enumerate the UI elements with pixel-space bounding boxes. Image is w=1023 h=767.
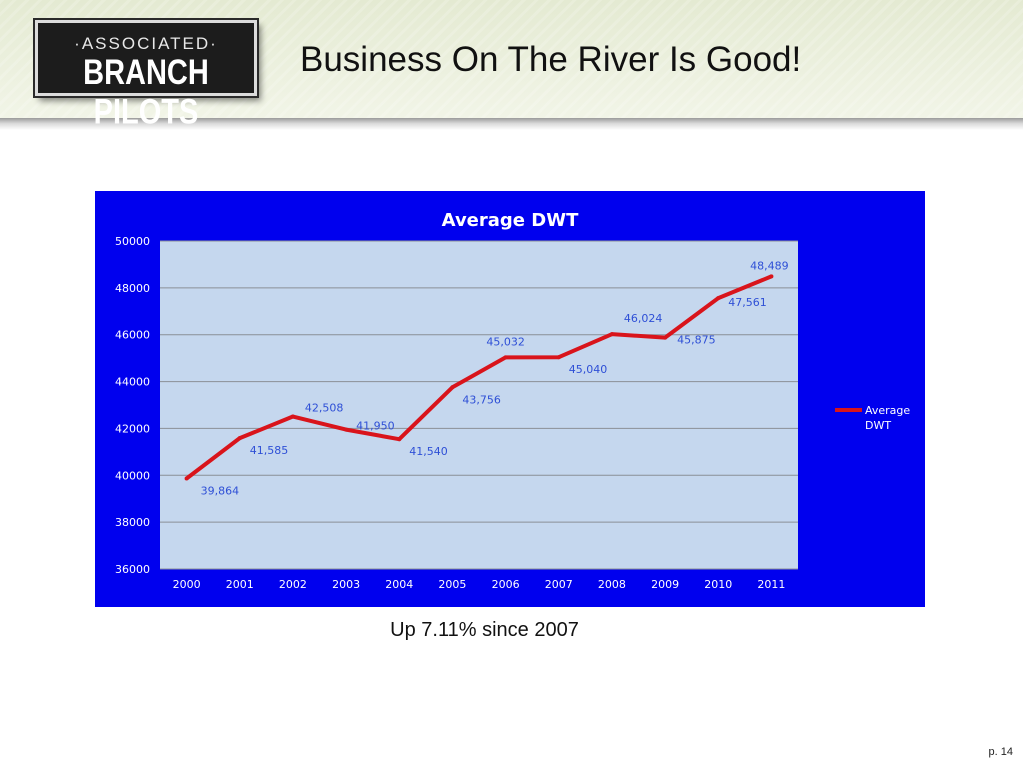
y-tick-label: 50000 xyxy=(115,235,150,248)
data-point xyxy=(450,385,455,390)
y-tick-label: 40000 xyxy=(115,469,150,482)
y-tick-label: 48000 xyxy=(115,282,150,295)
data-label: 45,032 xyxy=(486,335,525,348)
x-tick-label: 2009 xyxy=(651,578,679,591)
y-tick-label: 46000 xyxy=(115,329,150,342)
data-label: 41,950 xyxy=(356,420,395,433)
data-label: 46,024 xyxy=(624,312,663,325)
x-tick-label: 2010 xyxy=(704,578,732,591)
x-tick-label: 2008 xyxy=(598,578,626,591)
company-logo: ·ASSOCIATED· BRANCH PILOTS xyxy=(35,20,257,132)
data-label: 42,508 xyxy=(305,402,344,415)
average-dwt-chart: 36000 38000 40000 42000 44000 46000 48000 50000… xyxy=(95,191,925,607)
legend-label-line1: Average xyxy=(865,404,910,417)
x-tick-label: 2001 xyxy=(226,578,254,591)
x-tick-label: 2007 xyxy=(545,578,573,591)
x-tick-label: 2000 xyxy=(173,578,201,591)
data-point xyxy=(556,355,561,360)
y-tick-label: 44000 xyxy=(115,376,150,389)
data-point xyxy=(184,476,189,481)
data-point xyxy=(397,437,402,442)
y-tick-label: 42000 xyxy=(115,422,150,435)
growth-caption: Up 7.11% since 2007 xyxy=(0,619,1023,642)
logo-bottom-text: BRANCH PILOTS xyxy=(83,54,209,132)
data-labels: 39,864 41,585 42,508 41,950 41,540 43,756 45,0… xyxy=(201,259,789,497)
legend-label-line2: DWT xyxy=(865,419,891,432)
growth-caption-text: Up 7.11% since 2007 xyxy=(390,619,579,641)
data-point xyxy=(663,335,668,340)
data-point xyxy=(769,274,774,279)
data-point xyxy=(237,436,242,441)
y-axis-ticks: 36000 38000 40000 42000 44000 46000 48000 50000 xyxy=(115,235,150,576)
data-point xyxy=(716,296,721,301)
data-point xyxy=(290,414,295,419)
y-tick-label: 38000 xyxy=(115,516,150,529)
slide-title: Business On The River Is Good! xyxy=(300,40,802,79)
data-points xyxy=(184,274,774,481)
data-label: 41,540 xyxy=(409,445,448,458)
data-point xyxy=(344,427,349,432)
x-tick-label: 2004 xyxy=(385,578,413,591)
data-label: 45,875 xyxy=(677,334,716,347)
data-label: 48,489 xyxy=(750,259,789,272)
data-label: 41,585 xyxy=(250,444,289,457)
logo-top-text: ·ASSOCIATED· xyxy=(74,34,218,53)
x-tick-label: 2011 xyxy=(757,578,785,591)
page-number: p. 14 xyxy=(988,746,1013,758)
data-label: 47,561 xyxy=(728,296,767,309)
y-tick-label: 36000 xyxy=(115,563,150,576)
data-label: 45,040 xyxy=(569,363,608,376)
header-divider xyxy=(0,118,1023,130)
data-point xyxy=(609,332,614,337)
data-label: 39,864 xyxy=(201,484,240,497)
average-dwt-line xyxy=(185,274,773,481)
data-point xyxy=(503,355,508,360)
chart-title: Average DWT xyxy=(442,210,579,231)
legend: Average DWT xyxy=(835,404,910,432)
plot-area xyxy=(160,241,798,569)
x-axis-ticks: 2000 2001 2002 2003 2004 2005 2006 2007 2008 2009… xyxy=(173,578,786,591)
data-label: 43,756 xyxy=(462,393,501,406)
x-tick-label: 2006 xyxy=(492,578,520,591)
x-tick-label: 2002 xyxy=(279,578,307,591)
x-tick-label: 2003 xyxy=(332,578,360,591)
x-tick-label: 2005 xyxy=(438,578,466,591)
